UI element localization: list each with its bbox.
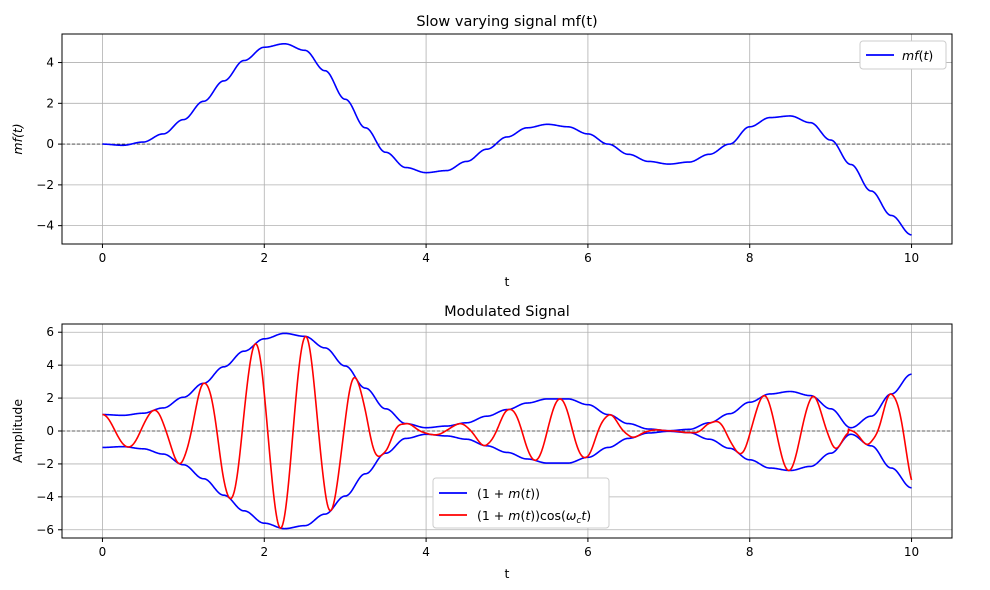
plot-title: Modulated Signal [444,304,570,320]
series-line-modulated [102,335,913,529]
y-tick-label: −4 [36,490,54,504]
subplot-slow-signal: Slow varying signal mf(t) 0 2 4 6 8 10 −4 −2 0 2… [10,14,953,289]
y-tick-label: −2 [36,178,54,192]
x-tick-label: 8 [746,545,754,559]
legend: mf(t) [859,40,947,70]
legend-label-envelope: (1 + m(t)) [477,486,540,501]
x-axis-label: t [505,566,510,581]
y-tick-label: −6 [36,523,54,537]
series-line-envelope-upper [102,332,912,432]
legend-box [432,477,610,529]
x-axis-ticks: 0 2 4 6 8 10 [99,244,919,265]
y-tick-label: 4 [46,358,54,372]
x-tick-label: 10 [904,545,919,559]
x-tick-label: 2 [260,251,268,265]
series-line-mf [102,42,912,236]
y-axis-ticks: −6 −4 −2 0 2 4 6 [36,325,62,537]
x-axis-ticks: 0 2 4 6 8 10 [99,538,919,559]
x-tick-label: 8 [746,251,754,265]
legend-label-modulated: (1 + m(t))cos(ωct) [477,508,591,526]
legend: (1 + m(t)) (1 + m(t))cos(ωct) [432,477,610,529]
series-group [102,42,912,236]
plot-title: Slow varying signal mf(t) [416,14,597,30]
x-tick-label: 10 [904,251,919,265]
y-tick-label: 2 [46,391,54,405]
x-tick-label: 6 [584,251,592,265]
legend-label-mf: mf(t) [902,48,933,63]
x-tick-label: 4 [422,251,430,265]
series-group [102,332,913,530]
x-tick-label: 0 [99,251,107,265]
y-tick-label: 0 [46,424,54,438]
y-tick-label: 6 [46,325,54,339]
y-tick-label: 0 [46,137,54,151]
x-tick-label: 0 [99,545,107,559]
y-tick-label: 4 [46,56,54,70]
axes-frame [61,33,953,245]
y-axis-label: mf(t) [10,123,25,154]
y-axis-label: Amplitude [10,399,25,463]
x-axis-label: t [505,274,510,289]
x-tick-label: 4 [422,545,430,559]
y-tick-label: −2 [36,457,54,471]
y-tick-label: 2 [46,96,54,110]
x-tick-label: 2 [260,545,268,559]
series-line-envelope-lower [102,430,912,530]
y-tick-label: −4 [36,219,54,233]
legend-box [859,40,947,70]
x-tick-label: 6 [584,545,592,559]
y-axis-ticks: −4 −2 0 2 4 [36,56,62,233]
subplot-modulated-signal: Modulated Signal 0 2 4 6 8 10 −6 −4 −2 0 2 4 6 t Am… [10,304,953,581]
grid [62,34,952,244]
